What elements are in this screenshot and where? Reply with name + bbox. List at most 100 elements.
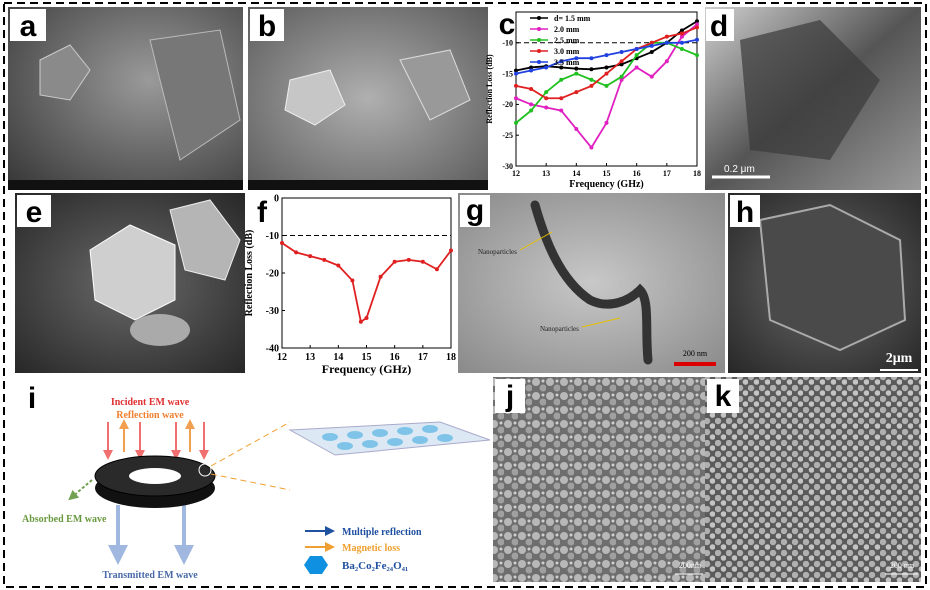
data-point bbox=[604, 83, 609, 88]
data-point bbox=[649, 40, 654, 45]
x-tick-label: 17 bbox=[663, 169, 671, 178]
data-point bbox=[280, 241, 284, 245]
label-box bbox=[460, 195, 490, 227]
series-line bbox=[281, 242, 452, 324]
info-bar bbox=[248, 180, 488, 190]
x-tick-label: 16 bbox=[633, 169, 641, 178]
y-tick-label: -30 bbox=[266, 306, 279, 317]
data-point bbox=[649, 50, 654, 55]
legend-text: Multiple reflection bbox=[342, 527, 422, 538]
data-point bbox=[514, 68, 518, 73]
zoom-line bbox=[210, 421, 291, 467]
y-tick-label: -15 bbox=[502, 69, 513, 78]
x-tick-label: 18 bbox=[693, 169, 701, 178]
data-point bbox=[664, 40, 669, 45]
data-point bbox=[544, 90, 549, 95]
x-tick-label: 14 bbox=[572, 169, 580, 178]
label-box bbox=[10, 9, 46, 41]
data-point bbox=[308, 254, 313, 259]
x-tick-label: 14 bbox=[333, 352, 343, 363]
data-point bbox=[559, 65, 564, 70]
x-tick-label: 17 bbox=[418, 352, 428, 363]
data-point bbox=[604, 120, 609, 125]
label-box bbox=[730, 195, 760, 227]
schematic-text: Reflection wave bbox=[116, 410, 184, 421]
data-point bbox=[619, 77, 624, 82]
panel-label: f bbox=[257, 196, 268, 229]
data-point bbox=[364, 316, 369, 320]
label-box bbox=[706, 9, 734, 41]
panel-label: k bbox=[715, 380, 732, 413]
data-point bbox=[634, 46, 639, 51]
panel-c: c 12 13 14 15 16 17 18 -30 -25 -20 -15 -10 Frequency… bbox=[485, 7, 701, 190]
x-tick-label: 15 bbox=[603, 169, 611, 178]
annotation: Nanoparticles bbox=[478, 248, 517, 256]
data-point bbox=[559, 59, 564, 64]
data-point bbox=[649, 43, 654, 48]
legend-hexagon bbox=[304, 556, 328, 574]
data-point bbox=[514, 96, 518, 101]
label-box bbox=[250, 9, 284, 41]
legend-marker bbox=[537, 16, 541, 20]
schematic-bg bbox=[15, 377, 490, 582]
data-point bbox=[695, 37, 699, 42]
data-point bbox=[695, 53, 699, 58]
panel-label: j bbox=[505, 380, 514, 413]
panel-b: b bbox=[248, 7, 488, 190]
data-point bbox=[529, 65, 534, 70]
data-point bbox=[695, 19, 699, 24]
data-point bbox=[604, 53, 609, 58]
panel-label: d bbox=[710, 10, 728, 43]
data-point bbox=[664, 34, 669, 39]
chart-bg bbox=[493, 7, 701, 190]
crystal bbox=[758, 203, 907, 352]
nanofiber bbox=[530, 200, 653, 365]
x-tick-label: 18 bbox=[446, 352, 456, 363]
crystal bbox=[284, 69, 346, 126]
panel-h: 2μm h bbox=[728, 193, 921, 373]
data-point bbox=[574, 127, 579, 132]
data-point bbox=[679, 46, 684, 51]
data-point bbox=[378, 274, 383, 279]
data-point bbox=[619, 62, 624, 67]
pointer bbox=[519, 231, 553, 251]
y-tick-label: -25 bbox=[502, 131, 513, 140]
legend-marker bbox=[537, 49, 541, 53]
crystal bbox=[149, 29, 241, 161]
y-tick-label: -30 bbox=[502, 162, 513, 171]
data-point bbox=[336, 263, 341, 268]
panel-label: a bbox=[20, 10, 37, 43]
micrograph bbox=[705, 377, 921, 582]
label-box bbox=[707, 379, 739, 413]
schematic-text: Absorbed EM wave bbox=[22, 514, 107, 525]
scale-label: 200 nm bbox=[890, 561, 915, 570]
data-point bbox=[544, 105, 549, 110]
data-point bbox=[392, 259, 397, 264]
data-point bbox=[574, 71, 579, 76]
legend-text: Ba₂Co₂Fe₂₄O₄₁ bbox=[342, 560, 408, 572]
data-point bbox=[679, 31, 684, 36]
legend-label: 2.0 mm bbox=[554, 25, 580, 34]
data-point bbox=[619, 59, 624, 64]
pointer bbox=[581, 317, 621, 328]
x-tick-label: 13 bbox=[542, 169, 550, 178]
panel-e: e bbox=[15, 193, 245, 373]
schematic-text: Incident EM wave bbox=[111, 397, 190, 408]
panel-label: b bbox=[258, 10, 276, 43]
panel-j: 200nm j bbox=[493, 377, 705, 582]
data-point bbox=[294, 250, 299, 255]
data-point bbox=[529, 102, 534, 107]
x-tick-label: 13 bbox=[305, 352, 315, 363]
label-box bbox=[495, 379, 525, 413]
data-point bbox=[574, 66, 579, 71]
data-point bbox=[604, 71, 609, 76]
data-point bbox=[574, 56, 579, 61]
label-box bbox=[495, 9, 523, 39]
y-tick-label: -10 bbox=[266, 231, 279, 242]
data-point bbox=[406, 257, 411, 262]
panel-label: i bbox=[28, 382, 36, 415]
y-tick-label: -20 bbox=[502, 100, 513, 109]
legend-text: Magnetic loss bbox=[342, 543, 400, 554]
crystal bbox=[130, 314, 190, 346]
